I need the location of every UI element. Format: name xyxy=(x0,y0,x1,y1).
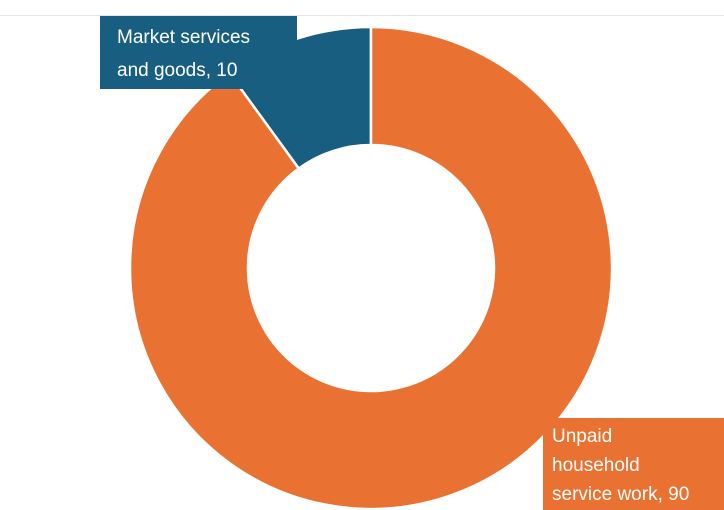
data-label: and goods, 10 xyxy=(117,60,237,81)
data-label: Unpaid xyxy=(552,426,612,447)
data-label-box xyxy=(100,16,297,89)
data-label-box xyxy=(543,418,724,510)
data-label: service work, 90 xyxy=(552,484,689,505)
donut-segment xyxy=(128,25,614,510)
data-label: household xyxy=(552,455,640,476)
data-label: Market services xyxy=(117,27,250,48)
